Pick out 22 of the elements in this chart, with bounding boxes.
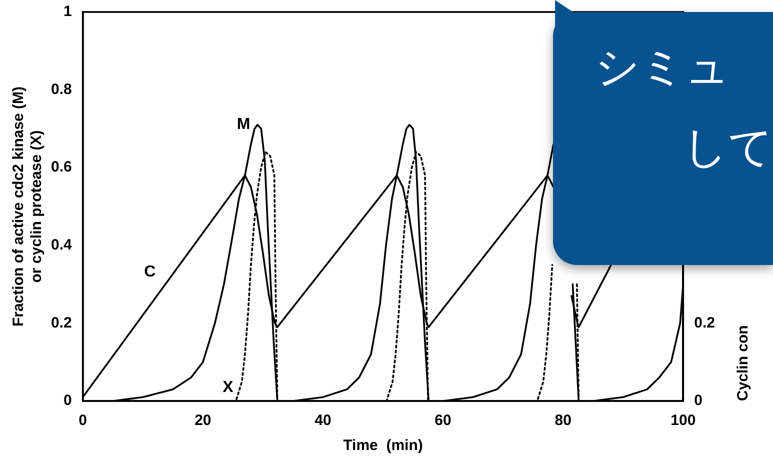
y-tick-label: 0.6: [50, 158, 72, 176]
x-tick-label: 40: [314, 412, 332, 430]
annotation: して: [683, 121, 773, 175]
y2-axis-title: Cyclin con: [734, 325, 752, 401]
y2-tick-label: 0.2: [694, 314, 716, 332]
series-label: C: [144, 264, 156, 281]
annotation: シミュ: [595, 41, 730, 95]
series-label: M: [236, 116, 250, 134]
x-tick-label: 80: [554, 412, 572, 430]
y-tick-label: 0.8: [50, 80, 72, 98]
y-tick-label: 0.2: [50, 314, 72, 332]
x-tick-label: 60: [434, 412, 452, 430]
y-tick-label: 1: [64, 3, 72, 20]
y-tick-label: 0: [64, 392, 72, 410]
y-axis-title: Fraction of active cdc2 kinase (M) or cyclin protease (X): [10, 86, 46, 327]
series-label: X: [222, 378, 234, 396]
y-tick-label: 0.4: [50, 236, 72, 254]
x-tick-label: 0: [78, 412, 88, 430]
x-axis-title: Time (min): [343, 437, 423, 454]
x-tick-label: 100: [670, 412, 696, 430]
y2-tick-label: 0: [694, 392, 702, 410]
x-tick-label: 20: [194, 412, 212, 430]
